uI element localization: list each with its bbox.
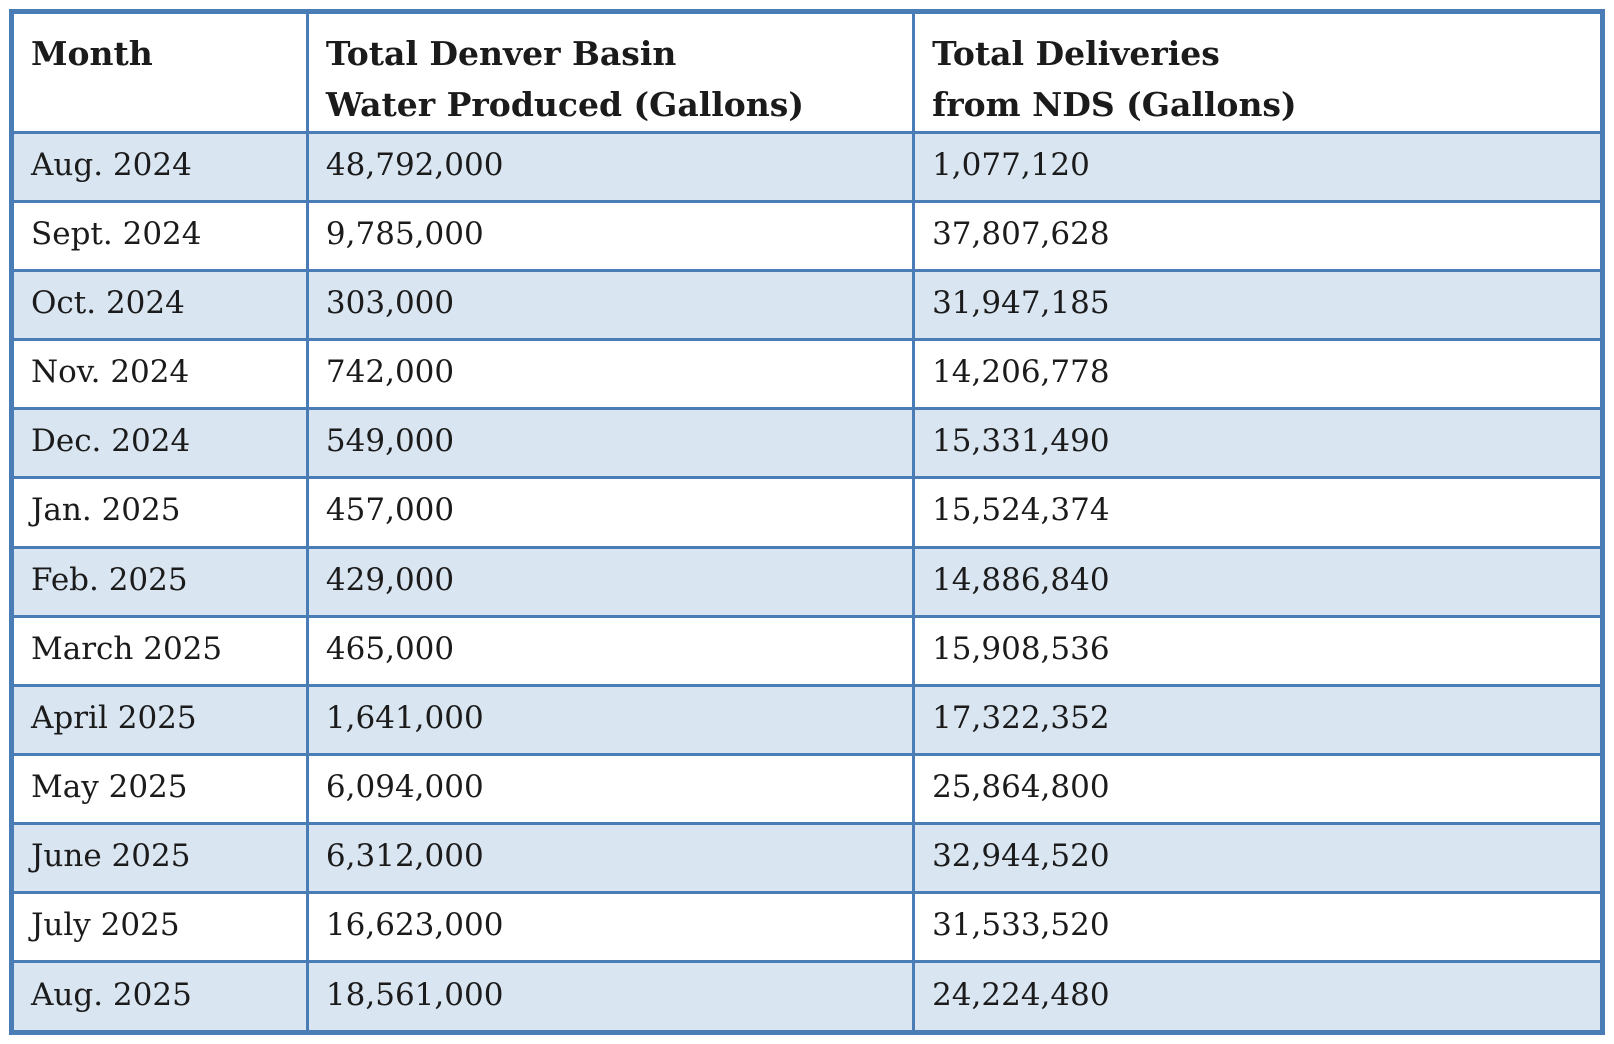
deliveries-cell: 15,908,536 bbox=[912, 614, 1604, 687]
month-cell: April 2025 bbox=[10, 683, 309, 756]
month-cell: March 2025 bbox=[10, 614, 309, 687]
deliveries-cell: 1,077,120 bbox=[912, 130, 1604, 204]
month-cell: Oct. 2024 bbox=[10, 269, 309, 342]
produced-cell: 6,312,000 bbox=[305, 821, 916, 895]
month-cell: Nov. 2024 bbox=[10, 338, 309, 411]
produced-cell: 742,000 bbox=[305, 338, 916, 411]
produced-cell: 18,561,000 bbox=[305, 960, 916, 1034]
table-row: Aug. 2024 48,792,000 1,077,120 bbox=[10, 130, 1604, 204]
table-row: Dec. 2024 549,000 15,331,490 bbox=[10, 407, 1604, 480]
table-row: March 2025 465,000 15,908,536 bbox=[10, 614, 1604, 687]
table-row: April 2025 1,641,000 17,322,352 bbox=[10, 683, 1604, 756]
table-row: July 2025 16,623,000 31,533,520 bbox=[10, 891, 1604, 964]
produced-cell: 1,641,000 bbox=[305, 683, 916, 756]
column-header-deliveries: Total Deliveries from NDS (Gallons) bbox=[912, 10, 1604, 134]
month-cell: July 2025 bbox=[10, 891, 309, 964]
month-cell: Sept. 2024 bbox=[10, 200, 309, 273]
deliveries-cell: 17,322,352 bbox=[912, 683, 1604, 756]
produced-cell: 457,000 bbox=[305, 476, 916, 549]
deliveries-cell: 14,886,840 bbox=[912, 545, 1604, 618]
month-cell: Aug. 2024 bbox=[10, 130, 309, 204]
deliveries-cell: 14,206,778 bbox=[912, 338, 1604, 411]
month-cell: Feb. 2025 bbox=[10, 545, 309, 618]
produced-cell: 9,785,000 bbox=[305, 200, 916, 273]
deliveries-cell: 37,807,628 bbox=[912, 200, 1604, 273]
table-row: Nov. 2024 742,000 14,206,778 bbox=[10, 338, 1604, 411]
deliveries-cell: 31,533,520 bbox=[912, 891, 1604, 964]
table-row: June 2025 6,312,000 32,944,520 bbox=[10, 821, 1604, 895]
deliveries-cell: 32,944,520 bbox=[912, 821, 1604, 895]
month-cell: May 2025 bbox=[10, 752, 309, 825]
deliveries-cell: 15,331,490 bbox=[912, 407, 1604, 480]
produced-cell: 303,000 bbox=[305, 269, 916, 342]
table-row: Aug. 2025 18,561,000 24,224,480 bbox=[10, 960, 1604, 1034]
table-row: Jan. 2025 457,000 15,524,374 bbox=[10, 476, 1604, 549]
water-data-table-container: Month Total Denver Basin Water Produced … bbox=[9, 9, 1605, 1035]
deliveries-cell: 24,224,480 bbox=[912, 960, 1604, 1034]
produced-cell: 429,000 bbox=[305, 545, 916, 618]
table-row: Oct. 2024 303,000 31,947,185 bbox=[10, 269, 1604, 342]
header-row: Month Total Denver Basin Water Produced … bbox=[10, 10, 1604, 134]
table-row: May 2025 6,094,000 25,864,800 bbox=[10, 752, 1604, 825]
deliveries-cell: 31,947,185 bbox=[912, 269, 1604, 342]
produced-cell: 48,792,000 bbox=[305, 130, 916, 204]
column-header-month: Month bbox=[10, 10, 309, 134]
table-header: Month Total Denver Basin Water Produced … bbox=[10, 10, 1604, 134]
deliveries-cell: 25,864,800 bbox=[912, 752, 1604, 825]
table-row: Feb. 2025 429,000 14,886,840 bbox=[10, 545, 1604, 618]
produced-cell: 465,000 bbox=[305, 614, 916, 687]
table-body: Aug. 2024 48,792,000 1,077,120 Sept. 202… bbox=[10, 130, 1604, 1034]
column-header-produced: Total Denver Basin Water Produced (Gallo… bbox=[305, 10, 916, 134]
water-production-table: Month Total Denver Basin Water Produced … bbox=[9, 9, 1605, 1035]
produced-cell: 549,000 bbox=[305, 407, 916, 480]
month-cell: June 2025 bbox=[10, 821, 309, 895]
month-cell: Aug. 2025 bbox=[10, 960, 309, 1034]
produced-cell: 6,094,000 bbox=[305, 752, 916, 825]
month-cell: Dec. 2024 bbox=[10, 407, 309, 480]
month-cell: Jan. 2025 bbox=[10, 476, 309, 549]
table-row: Sept. 2024 9,785,000 37,807,628 bbox=[10, 200, 1604, 273]
produced-cell: 16,623,000 bbox=[305, 891, 916, 964]
deliveries-cell: 15,524,374 bbox=[912, 476, 1604, 549]
